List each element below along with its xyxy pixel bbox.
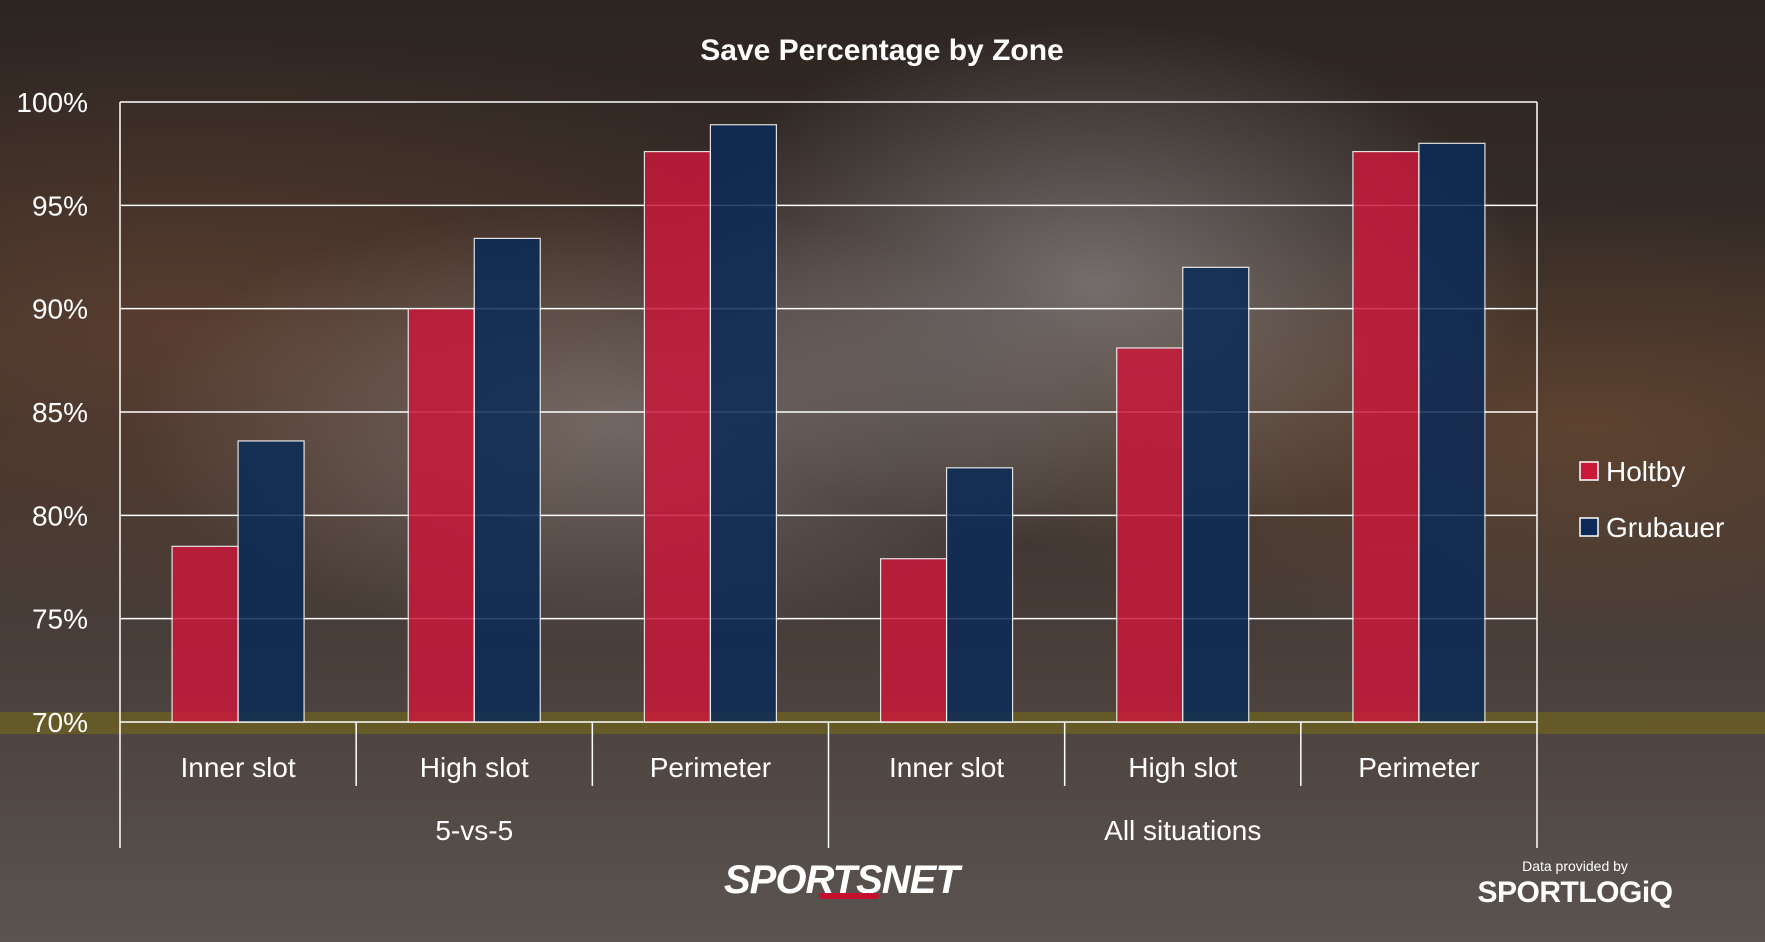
- bar-grubauer-4: [945, 467, 1014, 723]
- legend-label-holtby: Holtby: [1606, 456, 1685, 487]
- group-label: All situations: [1104, 815, 1261, 846]
- axes: 100% 95% 90% 85% 80% 75% 70% Inner slot High slo…: [16, 87, 1538, 848]
- y-tick-label: 85%: [32, 397, 88, 428]
- y-tick-label: 90%: [32, 294, 88, 325]
- grid: [120, 101, 1537, 723]
- bar-grubauer-1: [237, 440, 305, 723]
- bar-grubauer-3: [709, 124, 778, 723]
- bar-holtby-6: [1352, 151, 1420, 723]
- bar-grubauer-2: [473, 237, 541, 723]
- swoosh-icon: [818, 893, 879, 900]
- bar-holtby-1: [171, 545, 239, 723]
- credit-text: Data provided by: [1522, 858, 1628, 874]
- x-tick-label: Inner slot: [180, 752, 295, 783]
- chart-title: Save Percentage by Zone: [700, 34, 1064, 67]
- y-tick-label: 80%: [32, 500, 88, 531]
- x-tick-label: High slot: [1128, 752, 1237, 783]
- bar-holtby-3: [643, 151, 712, 723]
- bar-holtby-5: [1116, 347, 1184, 723]
- data-credit: Data provided by SPORTLOGiQ: [1475, 858, 1675, 910]
- legend-swatch-grubauer: [1579, 517, 1599, 537]
- bar-holtby-4: [879, 558, 948, 723]
- bar-holtby-2: [407, 308, 475, 723]
- y-tick-label: 70%: [32, 707, 88, 738]
- y-tick-label: 100%: [16, 87, 88, 118]
- x-tick-label: Perimeter: [1358, 752, 1479, 783]
- bar-grubauer-5: [1182, 266, 1250, 723]
- legend: Holtby Grubauer: [1579, 456, 1724, 543]
- legend-swatch-holtby: [1579, 461, 1599, 481]
- y-tick-label: 95%: [32, 190, 88, 221]
- sportlogiq-logo: SPORTLOGiQ: [1477, 876, 1673, 909]
- bar-grubauer-6: [1418, 142, 1486, 723]
- x-tick-label: Inner slot: [889, 752, 1004, 783]
- bars: [171, 124, 1486, 723]
- sportsnet-logo: SPORTSNET: [724, 858, 960, 903]
- legend-label-grubauer: Grubauer: [1606, 512, 1724, 543]
- x-tick-label: Perimeter: [650, 752, 771, 783]
- y-tick-label: 75%: [32, 604, 88, 635]
- group-label: 5-vs-5: [435, 815, 513, 846]
- x-tick-label: High slot: [420, 752, 529, 783]
